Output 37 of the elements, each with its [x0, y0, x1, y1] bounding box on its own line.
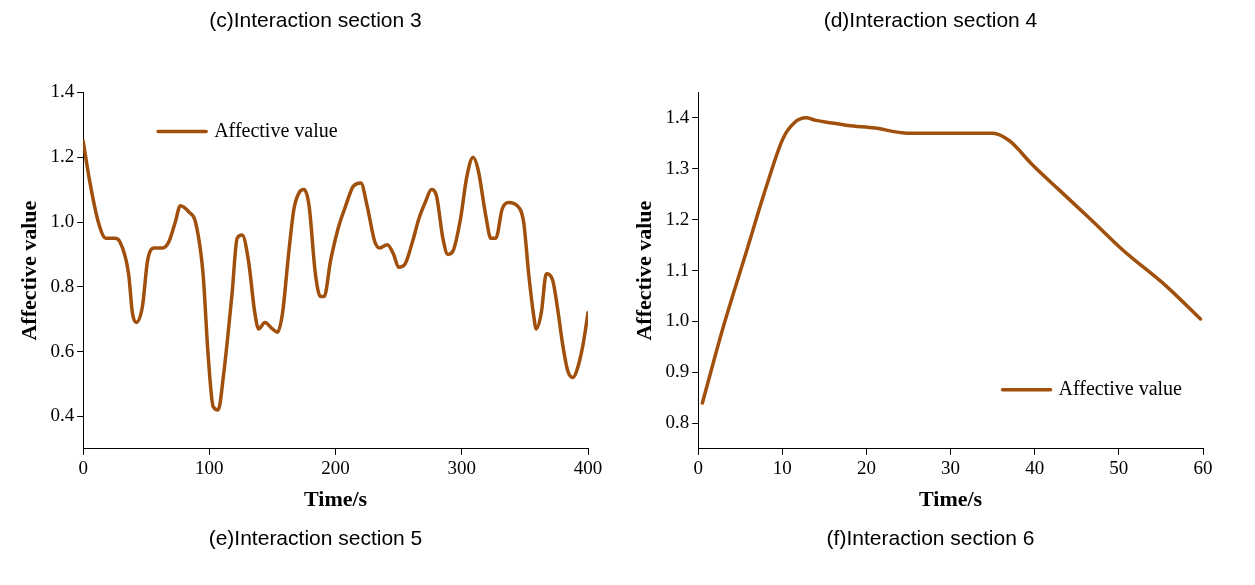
- y-tick-label: 1.1: [665, 258, 690, 280]
- y-tick-label: 1.2: [665, 207, 690, 229]
- x-tick-label: 300: [447, 457, 477, 479]
- x-tick-label: 10: [772, 457, 792, 479]
- text: (f)Interaction section 6: [825, 526, 1036, 550]
- y-tick-label: 0.6: [50, 339, 75, 361]
- x-tick-label: 30: [941, 457, 961, 479]
- y-tick-label: 0.9: [665, 360, 690, 382]
- x-tick-label: 60: [1193, 457, 1213, 479]
- y-axis-title: Affective value: [630, 200, 656, 341]
- x-tick-label: 400: [573, 457, 603, 479]
- line-series: [700, 116, 1203, 405]
- x-tick-label: 100: [195, 457, 224, 479]
- x-tick-label: 50: [1109, 457, 1129, 479]
- y-tick-label: 1.4: [665, 105, 690, 127]
- x-tick-label: 40: [1025, 457, 1045, 479]
- text: (e)Interaction section 5: [207, 526, 424, 550]
- y-tick-label: 1.4: [50, 80, 75, 102]
- y-tick-label: 0.8: [665, 411, 690, 433]
- y-tick-label: 1.2: [50, 145, 75, 167]
- x-axis-title: Time/s: [919, 486, 983, 512]
- y-tick-label: 0.8: [50, 274, 75, 296]
- legend-label: Affective value: [214, 118, 338, 141]
- y-tick-label: 1.3: [665, 156, 690, 178]
- legend-label: Affective value: [1058, 377, 1183, 400]
- y-axis-title: Affective value: [15, 200, 41, 341]
- x-tick-label: 0: [693, 457, 703, 479]
- x-tick-label: 200: [321, 457, 350, 479]
- chart-title: (d)Interaction section 4: [822, 8, 1039, 33]
- y-tick-label: 0.4: [50, 404, 75, 426]
- x-tick-label: 20: [856, 457, 876, 479]
- x-tick-label: 0: [78, 457, 88, 479]
- x-axis-title: Time/s: [304, 486, 368, 512]
- line-series: [83, 139, 588, 412]
- chart-title: (c)Interaction section 3: [208, 8, 423, 33]
- y-tick-label: 1.0: [665, 309, 690, 331]
- y-tick-label: 1.0: [50, 209, 75, 231]
